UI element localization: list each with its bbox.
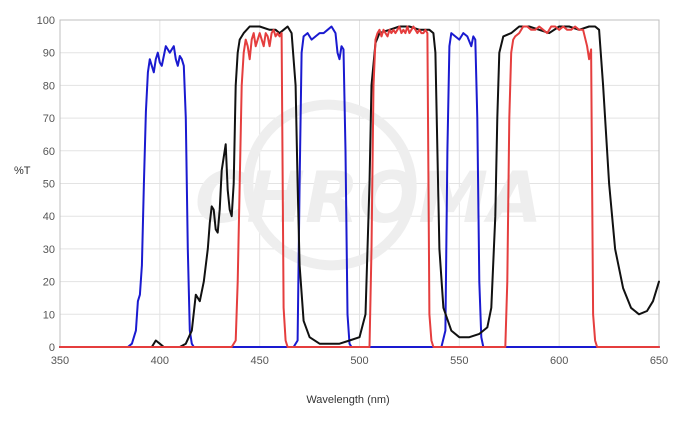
- y-tick-label: 50: [43, 179, 55, 191]
- y-axis-ticks: 0 10 20 30 40 50 60 70 80 90 100: [37, 15, 55, 354]
- y-tick-label: 90: [43, 48, 55, 60]
- x-tick-label: 400: [151, 355, 169, 367]
- x-tick-label: 350: [51, 355, 69, 367]
- series-group: [59, 25, 660, 348]
- y-axis-title: %T: [14, 165, 31, 177]
- blue-series-line: [59, 25, 660, 348]
- x-tick-label: 550: [450, 355, 468, 367]
- x-tick-label: 600: [550, 355, 568, 367]
- y-tick-label: 30: [43, 244, 55, 256]
- y-tick-label: 20: [43, 277, 55, 289]
- y-tick-label: 10: [43, 309, 55, 321]
- x-tick-label: 500: [350, 355, 368, 367]
- y-tick-label: 40: [43, 211, 55, 223]
- y-tick-label: 100: [37, 15, 55, 27]
- y-tick-label: 80: [43, 80, 55, 92]
- x-axis-title: Wavelength (nm): [306, 394, 389, 406]
- y-tick-label: 0: [49, 342, 55, 354]
- x-tick-label: 650: [650, 355, 668, 367]
- y-tick-label: 70: [43, 113, 55, 125]
- watermark-swoosh-icon: [243, 99, 417, 271]
- red-series-line: [59, 25, 660, 348]
- x-axis-ticks: 350 400 450 500 550 600 650: [51, 355, 668, 367]
- y-tick-label: 60: [43, 146, 55, 158]
- x-tick-label: 450: [250, 355, 268, 367]
